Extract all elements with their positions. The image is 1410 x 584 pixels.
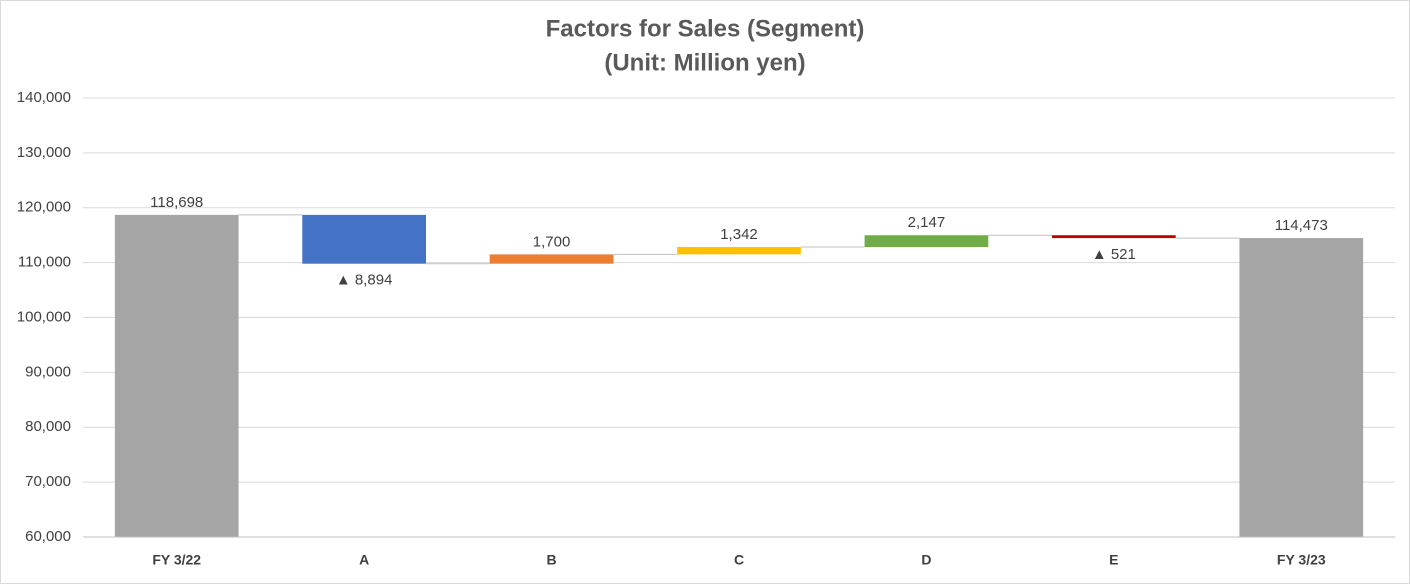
data-label: ▲ 521 [1092,246,1136,263]
x-tick-label: D [921,552,931,568]
y-tick-label: 120,000 [17,199,71,216]
data-label: 1,700 [533,233,571,250]
y-tick-label: 100,000 [17,308,71,325]
x-tick-label: FY 3/23 [1277,552,1326,568]
x-tick-label: FY 3/22 [152,552,201,568]
data-label: 114,473 [1275,217,1328,234]
chart-subtitle: (Unit: Million yen) [604,49,805,76]
x-tick-label: E [1109,552,1118,568]
chart-title: Factors for Sales (Segment) [546,15,865,42]
bar [677,247,801,255]
data-label: ▲ 8,894 [336,272,393,289]
data-label: 1,342 [720,226,758,243]
data-label: 2,147 [908,214,946,231]
bar [114,214,239,538]
y-tick-label: 60,000 [25,528,71,545]
y-tick-label: 130,000 [17,144,71,161]
y-tick-label: 70,000 [25,473,71,490]
data-label: 118,698 [150,194,203,211]
bar [1052,235,1176,239]
bar [1239,238,1364,537]
x-tick-label: C [734,552,744,568]
y-tick-label: 140,000 [17,89,71,106]
y-tick-label: 110,000 [18,254,71,271]
y-tick-label: 80,000 [25,418,71,435]
y-tick-label: 90,000 [25,363,71,380]
x-tick-label: B [547,552,557,568]
bar [864,235,989,248]
bar [302,214,426,264]
bar [489,254,614,264]
x-tick-label: A [359,552,369,568]
